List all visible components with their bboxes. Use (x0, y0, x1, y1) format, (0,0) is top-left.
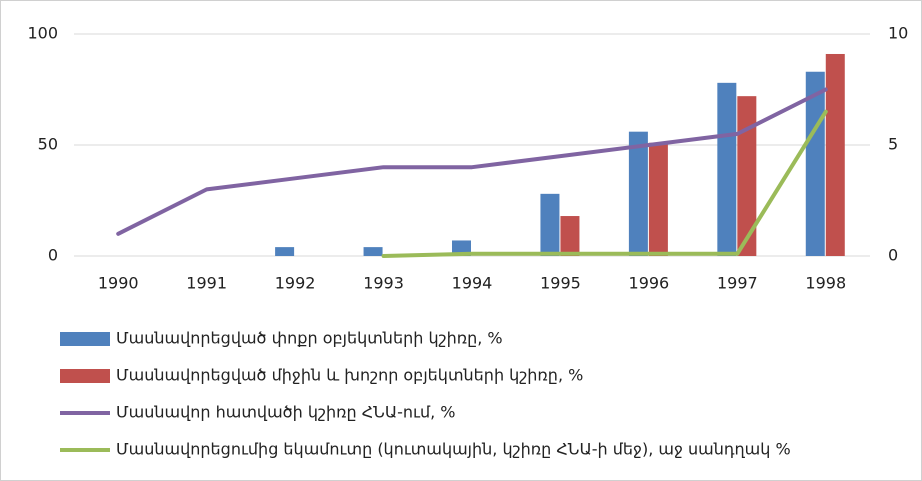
y2-tick-label: 10 (888, 24, 908, 43)
bar (717, 82, 737, 256)
legend-label: Մասնավոր հատվածի կշիռը ՀՆԱ-ում, % (116, 403, 455, 422)
y2-tick-label: 5 (888, 135, 898, 154)
line-series (381, 109, 828, 258)
bar (628, 131, 648, 256)
x-tick-label: 1996 (629, 274, 670, 293)
legend-swatch (60, 332, 110, 346)
bar (363, 247, 383, 256)
x-tick-label: 1998 (805, 274, 846, 293)
legend-label: Մասնավորեցումից եկամուտը (կուտակային, կշ… (116, 440, 791, 459)
bar (540, 193, 560, 256)
bar (648, 142, 668, 256)
x-tick-label: 1990 (98, 274, 139, 293)
y-tick-label: 0 (48, 246, 58, 265)
x-tick-label: 1994 (452, 274, 493, 293)
legend-label: Մասնավորեցված միջին և խոշոր օբյեկտների կ… (116, 366, 583, 385)
bar (737, 96, 757, 256)
bar (825, 53, 845, 257)
x-tick-label: 1995 (540, 274, 581, 293)
y-tick-label: 100 (27, 24, 58, 43)
y-tick-label: 50 (38, 135, 58, 154)
x-tick-label: 1993 (363, 274, 404, 293)
bar (275, 247, 295, 256)
legend-label: Մասնավորեցված փոքր օբյեկտների կշիռը, % (116, 329, 503, 348)
x-tick-label: 1992 (275, 274, 316, 293)
legend-swatch (60, 369, 110, 383)
line-series (116, 87, 828, 236)
x-tick-label: 1991 (186, 274, 227, 293)
bar (560, 216, 580, 256)
y2-tick-label: 0 (888, 246, 898, 265)
x-tick-label: 1997 (717, 274, 758, 293)
